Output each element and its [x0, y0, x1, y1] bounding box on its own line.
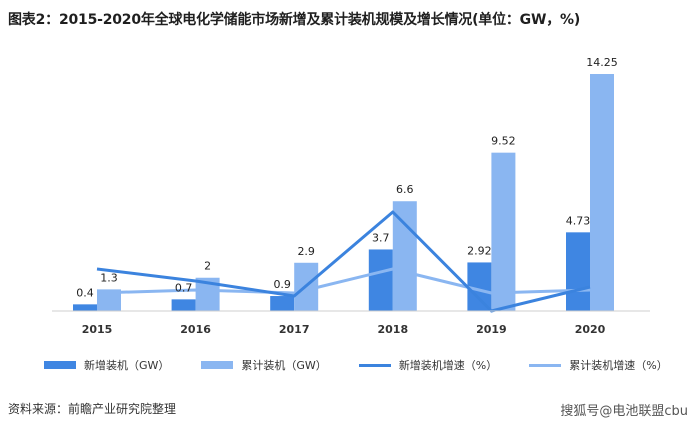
watermark-text: 搜狐号@电池联盟cbu — [560, 404, 688, 419]
label-cumulative-2017: 2.9 — [297, 245, 315, 258]
bar-new-2018 — [368, 249, 393, 311]
legend-label-new: 新增装机（GW） — [84, 359, 170, 372]
x-tick-2020: 2020 — [575, 323, 606, 336]
bar-cumulative-2019 — [491, 152, 516, 311]
legend-label-new-rate: 新增装机增速（%） — [398, 359, 498, 372]
line-new-growth — [96, 210, 591, 313]
source-note: 资料来源：前瞻产业研究院整理 — [8, 402, 177, 416]
legend-label-cumulative: 累计装机（GW） — [241, 359, 327, 372]
x-tick-2015: 2015 — [82, 323, 113, 336]
legend-item-new: 新增装机（GW） — [44, 357, 169, 373]
legend-item-cumulative: 累计装机（GW） — [201, 357, 327, 373]
bar-cumulative-2020 — [590, 74, 614, 311]
x-tick-2018: 2018 — [377, 323, 408, 336]
bar-cumulative-2018 — [392, 201, 417, 311]
label-new-2016: 0.7 — [175, 281, 193, 294]
labels-layer: 0.4 1.3 0.7 2 0.9 2.9 3.7 6.6 2.92 9.52 4.73 14.25 — [76, 56, 618, 299]
legend-swatch-cum-rate — [529, 363, 562, 367]
bar-new-2016 — [171, 299, 196, 311]
label-cumulative-2020: 14.25 — [586, 56, 618, 69]
legend-label-cum-rate: 累计装机增速（%） — [569, 359, 668, 372]
label-cumulative-2016: 2 — [204, 260, 211, 273]
line-cumulative-growth — [96, 267, 591, 295]
x-ticks-layer: 2015 2016 2017 2018 2019 2020 — [82, 323, 606, 336]
bar-new-2017 — [270, 296, 295, 311]
label-new-2018: 3.7 — [372, 231, 390, 244]
label-new-2015: 0.4 — [76, 286, 94, 299]
lines-layer — [96, 210, 591, 313]
bar-new-2020 — [566, 232, 590, 311]
label-cumulative-2018: 6.6 — [396, 183, 414, 196]
legend-swatch-cumulative — [201, 361, 234, 369]
label-new-2020: 4.73 — [566, 214, 591, 227]
legend-item-cum-rate: 累计装机增速（%） — [529, 357, 668, 373]
bar-cumulative-2015 — [97, 289, 121, 311]
legend-swatch-new — [44, 361, 76, 369]
legend-item-new-rate: 新增装机增速（%） — [358, 357, 498, 373]
label-new-2017: 0.9 — [273, 278, 291, 291]
x-tick-2016: 2016 — [180, 323, 211, 336]
bar-new-2015 — [73, 304, 97, 311]
legend: 新增装机（GW） 累计装机（GW） 新增装机增速（%） 累计装机增速（%） — [44, 356, 684, 374]
label-cumulative-2015: 1.3 — [100, 271, 118, 284]
x-tick-2019: 2019 — [476, 323, 507, 336]
x-tick-2017: 2017 — [279, 323, 310, 336]
chart-title: 图表2：2015-2020年全球电化学储能市场新增及累计装机规模及增长情况(单位… — [8, 12, 581, 28]
label-new-2019: 2.92 — [467, 244, 492, 257]
legend-swatch-new-rate — [358, 363, 391, 367]
label-cumulative-2019: 9.52 — [491, 135, 516, 148]
